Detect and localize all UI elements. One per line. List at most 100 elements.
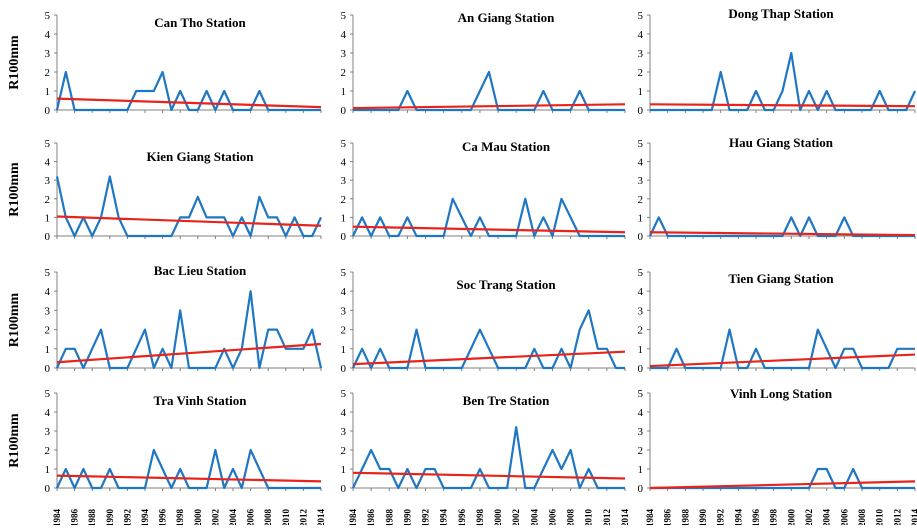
y-tick-label: 0 xyxy=(45,231,51,243)
y-tick-label: 5 xyxy=(45,10,51,22)
x-tick-label: 1986 xyxy=(663,509,673,526)
x-tick-label: 2012 xyxy=(298,509,308,526)
y-tick-label: 4 xyxy=(45,286,51,298)
x-tick-label: 2010 xyxy=(584,509,594,526)
x-tick-label: 2008 xyxy=(857,509,867,526)
y-axis-label: R100mm xyxy=(7,162,22,217)
x-tick-label: 1994 xyxy=(733,509,743,526)
y-tick-label: 2 xyxy=(341,325,347,337)
data-line xyxy=(56,290,323,370)
x-tick-label: 2012 xyxy=(602,509,612,526)
x-tick-label: 1984 xyxy=(645,509,655,526)
y-tick-label: 1 xyxy=(341,212,347,224)
x-tick-label: 1996 xyxy=(751,509,761,526)
trend-line xyxy=(352,103,626,110)
trend-line xyxy=(352,471,626,480)
chart-title: Hau Giang Station xyxy=(729,135,834,150)
chart-title: Tra Vinh Station xyxy=(154,393,248,408)
x-tick-label: 1984 xyxy=(52,509,62,526)
y-tick-label: 5 xyxy=(341,138,347,150)
x-tick-label: 2006 xyxy=(839,509,849,526)
y-tick-label: 4 xyxy=(45,157,51,169)
chart-title: Ben Tre Station xyxy=(463,393,550,408)
y-tick-label: 0 xyxy=(45,483,51,495)
station-panel: 0 1 2 3 4 5 Bac Lieu Station R100mm xyxy=(7,263,323,375)
trend-line xyxy=(649,231,916,237)
trend-line xyxy=(56,474,322,483)
y-tick-label: 3 xyxy=(45,426,51,438)
y-tick-label: 0 xyxy=(341,483,347,495)
y-tick-label: 3 xyxy=(638,305,644,317)
y-tick-label: 5 xyxy=(638,388,644,400)
x-tick-label: 2014 xyxy=(910,509,917,526)
y-tick-label: 2 xyxy=(45,194,51,206)
x-tick-label: 1998 xyxy=(769,509,779,526)
station-panel: 0 1 2 3 4 5 Can Tho Station R100mm xyxy=(7,10,322,117)
x-tick-label: 2004 xyxy=(822,509,832,526)
x-tick-label: 2010 xyxy=(281,509,291,526)
x-tick-label: 1994 xyxy=(439,509,449,526)
y-tick-label: 2 xyxy=(45,325,51,337)
y-axis-label: R100mm xyxy=(7,292,22,347)
y-tick-label: 3 xyxy=(45,175,51,187)
trend-line xyxy=(352,350,626,366)
x-tick-label: 1988 xyxy=(680,509,690,526)
y-tick-label: 5 xyxy=(45,267,51,279)
x-tick-label: 2002 xyxy=(210,509,220,526)
x-tick-label: 1992 xyxy=(122,509,132,526)
x-tick-label: 1990 xyxy=(698,509,708,526)
chart-title: Can Tho Station xyxy=(154,15,246,30)
trend-line xyxy=(56,215,322,227)
y-tick-label: 2 xyxy=(638,194,644,206)
x-tick-label: 1988 xyxy=(87,509,97,526)
x-tick-label: 2006 xyxy=(547,509,557,526)
y-tick-label: 2 xyxy=(341,194,347,206)
x-tick-label: 2014 xyxy=(620,509,630,526)
data-line xyxy=(650,51,916,112)
y-tick-label: 0 xyxy=(341,363,347,375)
station-panel: 0 1 2 3 4 5 An Giang Station xyxy=(341,10,626,117)
y-tick-label: 3 xyxy=(341,48,347,60)
y-tick-label: 4 xyxy=(341,407,347,419)
y-tick-label: 5 xyxy=(45,138,51,150)
x-tick-label: 2000 xyxy=(493,508,503,525)
x-tick-label: 1996 xyxy=(457,509,467,526)
x-tick-label: 2006 xyxy=(246,509,256,526)
station-panel: 0 1 2 3 4 5 Ca Mau Station xyxy=(341,138,626,243)
x-tick-label: 1996 xyxy=(158,509,168,526)
chart-title: Kien Giang Station xyxy=(147,149,255,164)
x-tick-label: 1998 xyxy=(475,509,485,526)
y-tick-label: 1 xyxy=(341,86,347,98)
data-line xyxy=(649,216,915,238)
y-tick-label: 5 xyxy=(638,267,644,279)
y-tick-label: 4 xyxy=(638,286,644,298)
chart-title: Ca Mau Station xyxy=(462,139,551,154)
y-tick-label: 3 xyxy=(341,175,347,187)
y-tick-label: 3 xyxy=(45,48,51,60)
y-tick-label: 4 xyxy=(638,157,644,169)
chart-title: Bac Lieu Station xyxy=(154,263,247,278)
y-tick-label: 1 xyxy=(45,464,51,476)
y-tick-label: 3 xyxy=(638,175,644,187)
x-tick-label: 2014 xyxy=(316,509,326,526)
chart-title: An Giang Station xyxy=(458,10,556,25)
trend-line xyxy=(649,480,916,490)
chart-title: Tien Giang Station xyxy=(728,271,834,286)
y-tick-label: 1 xyxy=(45,86,51,98)
station-panel: 0 1 2 3 4 5 Hau Giang Station xyxy=(638,135,916,243)
y-tick-label: 3 xyxy=(638,48,644,60)
station-panel: 0 1 2 3 4 5 Soc Trang Station xyxy=(341,267,626,375)
data-line xyxy=(353,70,625,112)
y-tick-label: 3 xyxy=(341,305,347,317)
y-axis-label: R100mm xyxy=(7,413,22,468)
y-axis-label: R100mm xyxy=(7,35,22,90)
x-tick-label: 2002 xyxy=(511,509,521,526)
y-tick-label: 4 xyxy=(341,29,347,41)
x-tick-label: 1988 xyxy=(384,509,394,526)
chart-title: Soc Trang Station xyxy=(456,277,556,292)
y-tick-label: 3 xyxy=(638,426,644,438)
data-line xyxy=(55,70,321,112)
y-tick-label: 0 xyxy=(45,363,51,375)
